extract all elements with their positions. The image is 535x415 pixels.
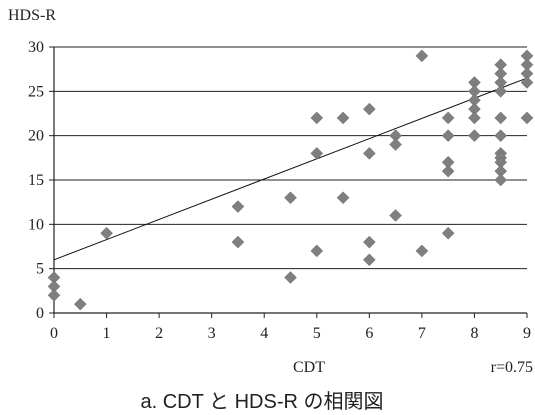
x-tick-label: 7 [418, 325, 426, 342]
data-point [415, 244, 429, 258]
x-tick-label: 0 [50, 325, 58, 342]
data-point [494, 173, 508, 187]
data-point [468, 129, 481, 143]
x-tick-label: 9 [523, 325, 531, 342]
data-point [389, 209, 402, 222]
correlation-annotation: r=0.75 [491, 359, 533, 376]
data-point [520, 76, 534, 89]
y-tick-label: 5 [36, 261, 44, 278]
trendline [53, 77, 528, 261]
y-tick-label: 10 [28, 216, 44, 233]
data-point [494, 111, 508, 125]
x-tick-label: 8 [470, 325, 478, 342]
data-point [441, 226, 455, 240]
data-point [362, 253, 376, 267]
data-point [231, 235, 245, 249]
x-tick-label: 5 [313, 325, 321, 342]
y-tick-label: 15 [28, 172, 44, 189]
x-axis-title: CDT [293, 359, 325, 376]
y-tick-label: 0 [36, 305, 44, 322]
data-point [231, 200, 245, 213]
data-point [284, 271, 297, 284]
trendline-group [53, 77, 528, 261]
grid-lines [54, 46, 527, 270]
x-tick-label: 4 [260, 325, 268, 342]
data-point [336, 191, 350, 205]
data-point [284, 191, 297, 205]
data-point [494, 84, 508, 98]
x-tick-label: 6 [365, 325, 373, 342]
data-point [362, 102, 376, 116]
data-point [73, 297, 87, 311]
y-tick-label: 25 [28, 83, 44, 100]
data-point [441, 111, 455, 125]
y-tick-label: 20 [28, 128, 44, 145]
data-point [415, 49, 429, 63]
data-point [468, 111, 481, 125]
tick-labels: 0 5 10 15 20 25 30 0 1 2 3 4 5 6 7 8 9 [28, 39, 531, 342]
data-point [100, 226, 113, 240]
x-tick-label: 3 [208, 325, 216, 342]
axes [49, 46, 528, 318]
data-point [310, 244, 324, 258]
data-point [441, 164, 455, 178]
data-point [47, 288, 61, 302]
data-point [494, 129, 508, 143]
data-point [441, 129, 455, 143]
data-point [310, 111, 324, 125]
data-point [520, 111, 534, 125]
data-point [389, 138, 402, 151]
data-point [310, 147, 324, 160]
data-point [362, 235, 376, 249]
y-tick-label: 30 [28, 39, 44, 56]
figure-caption: a. CDT と HDS-R の相関図 [141, 390, 384, 413]
x-tick-label: 1 [103, 325, 111, 342]
data-point [336, 111, 350, 125]
y-axis-title: HDS-R [8, 7, 56, 24]
x-tick-label: 2 [155, 325, 163, 342]
data-points [47, 49, 534, 311]
data-point [362, 147, 376, 160]
